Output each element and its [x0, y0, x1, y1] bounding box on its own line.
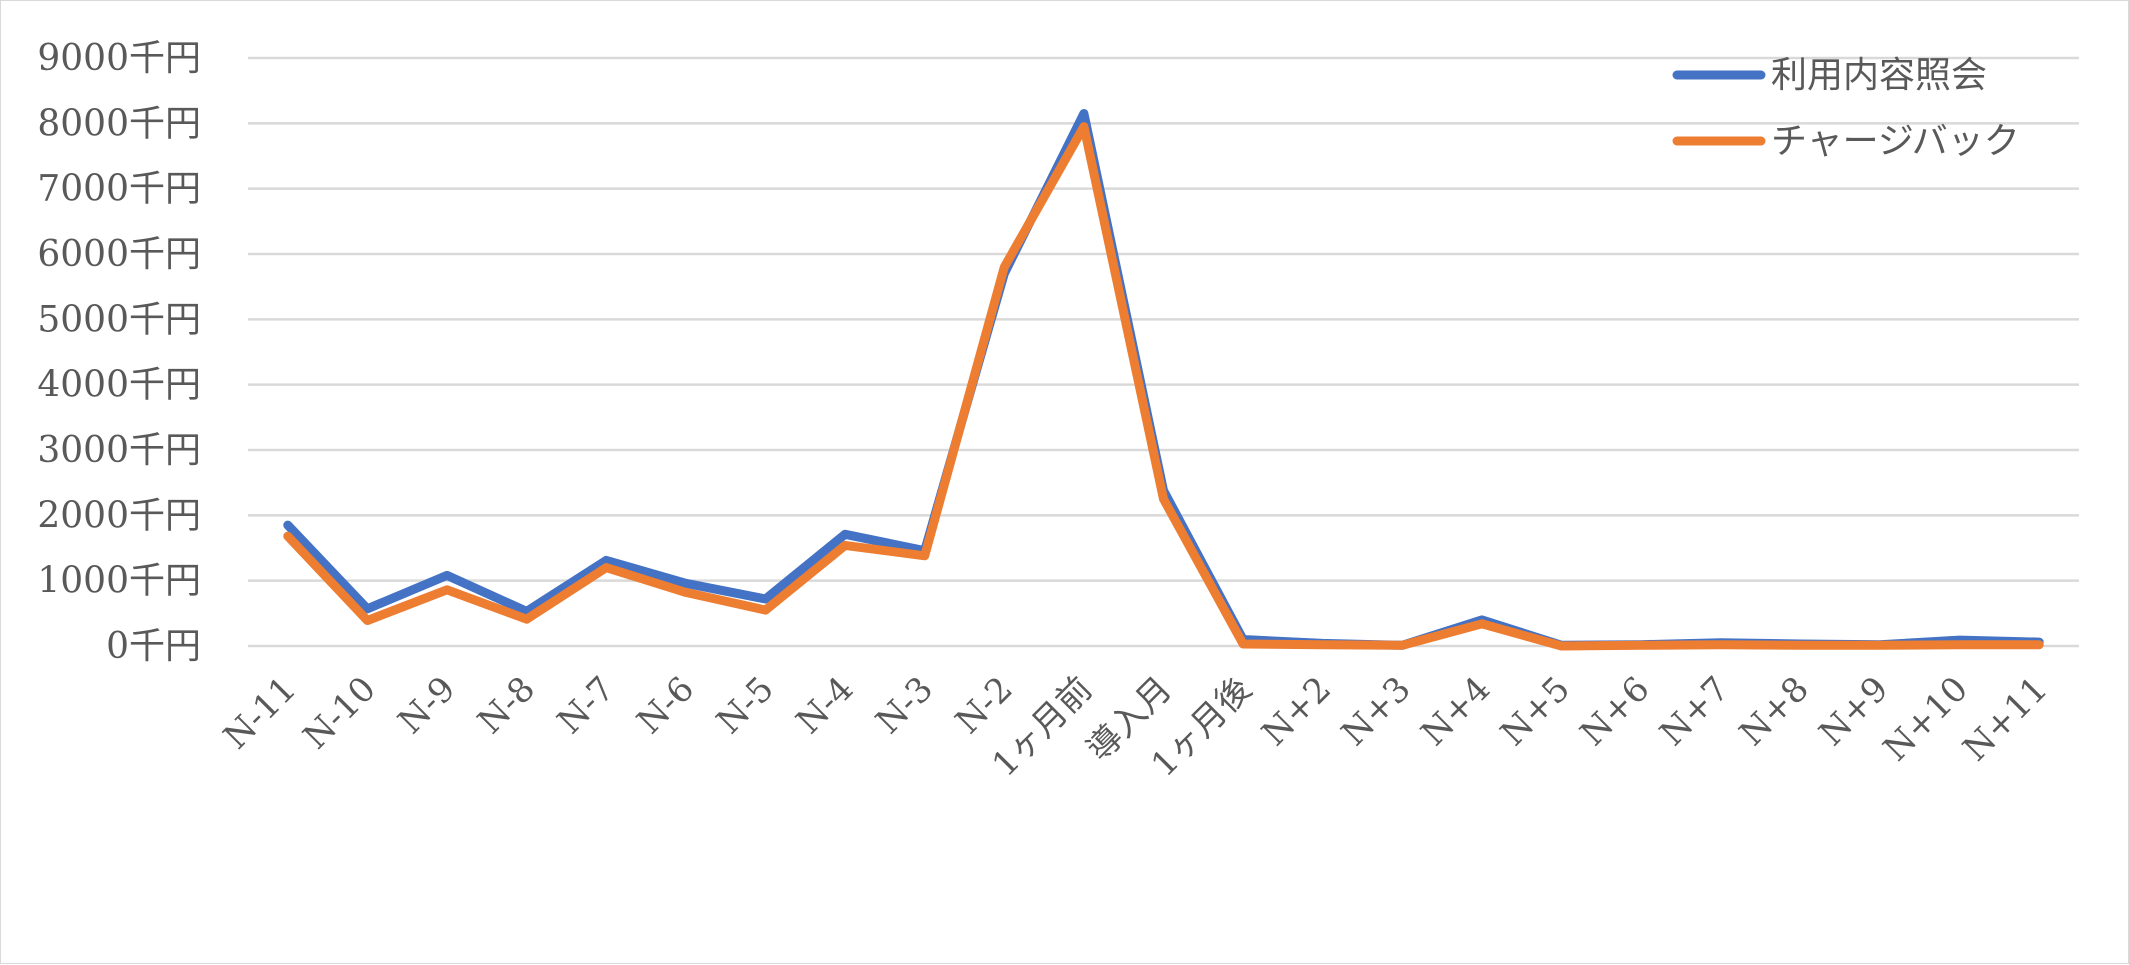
x-tick-label: N-7	[550, 669, 623, 742]
x-tick-label: N+10	[1876, 669, 1976, 769]
y-tick-label: 6000千円	[37, 234, 201, 275]
y-tick-label: 9000千円	[37, 38, 201, 79]
y-tick-label: 3000千円	[37, 430, 201, 471]
x-tick-label: N+4	[1414, 669, 1499, 754]
series-line-0	[283, 109, 2044, 650]
x-tick-label: N-6	[629, 669, 702, 742]
x-tick-label: N-4	[789, 669, 862, 742]
x-tick-label: N+8	[1732, 669, 1817, 754]
gridlines	[248, 56, 2079, 648]
y-tick-label: 0千円	[106, 626, 201, 667]
series-line-1	[283, 122, 2044, 651]
x-tick-label: N+2	[1254, 669, 1339, 754]
y-tick-label: 7000千円	[37, 169, 201, 210]
y-tick-label: 2000千円	[37, 495, 201, 536]
x-tick-label: N-5	[709, 669, 782, 742]
x-tick-label: N+11	[1955, 669, 2055, 769]
x-tick-label: N-10	[296, 669, 384, 757]
y-tick-label: 8000千円	[37, 103, 201, 144]
x-tick-label: N-11	[216, 669, 304, 757]
series-lines	[283, 109, 2044, 651]
x-tick-label: N-8	[470, 669, 543, 742]
x-tick-label: N-3	[868, 669, 941, 742]
y-tick-label: 4000千円	[37, 365, 201, 406]
y-axis-ticks: 0千円 1000千円 2000千円 3000千円 4000千円 5000千円 6000千円 7…	[37, 38, 201, 667]
legend-label: 利用内容照会	[1771, 55, 1987, 96]
y-tick-label: 5000千円	[37, 299, 201, 340]
x-tick-label: N+3	[1334, 669, 1419, 754]
y-tick-label: 1000千円	[37, 561, 201, 602]
x-axis-ticks: N-11N-10 N-9 N-8 N-7 N-6 N-5 N-4 N-3 N-21ヶ月前導入月1…	[216, 669, 2055, 785]
x-tick-label: N-9	[391, 669, 464, 742]
legend-label: チャージバック	[1771, 121, 2020, 162]
x-tick-label: N+5	[1493, 669, 1578, 754]
x-tick-label: N+6	[1573, 669, 1658, 754]
x-tick-label: N+7	[1652, 669, 1737, 754]
